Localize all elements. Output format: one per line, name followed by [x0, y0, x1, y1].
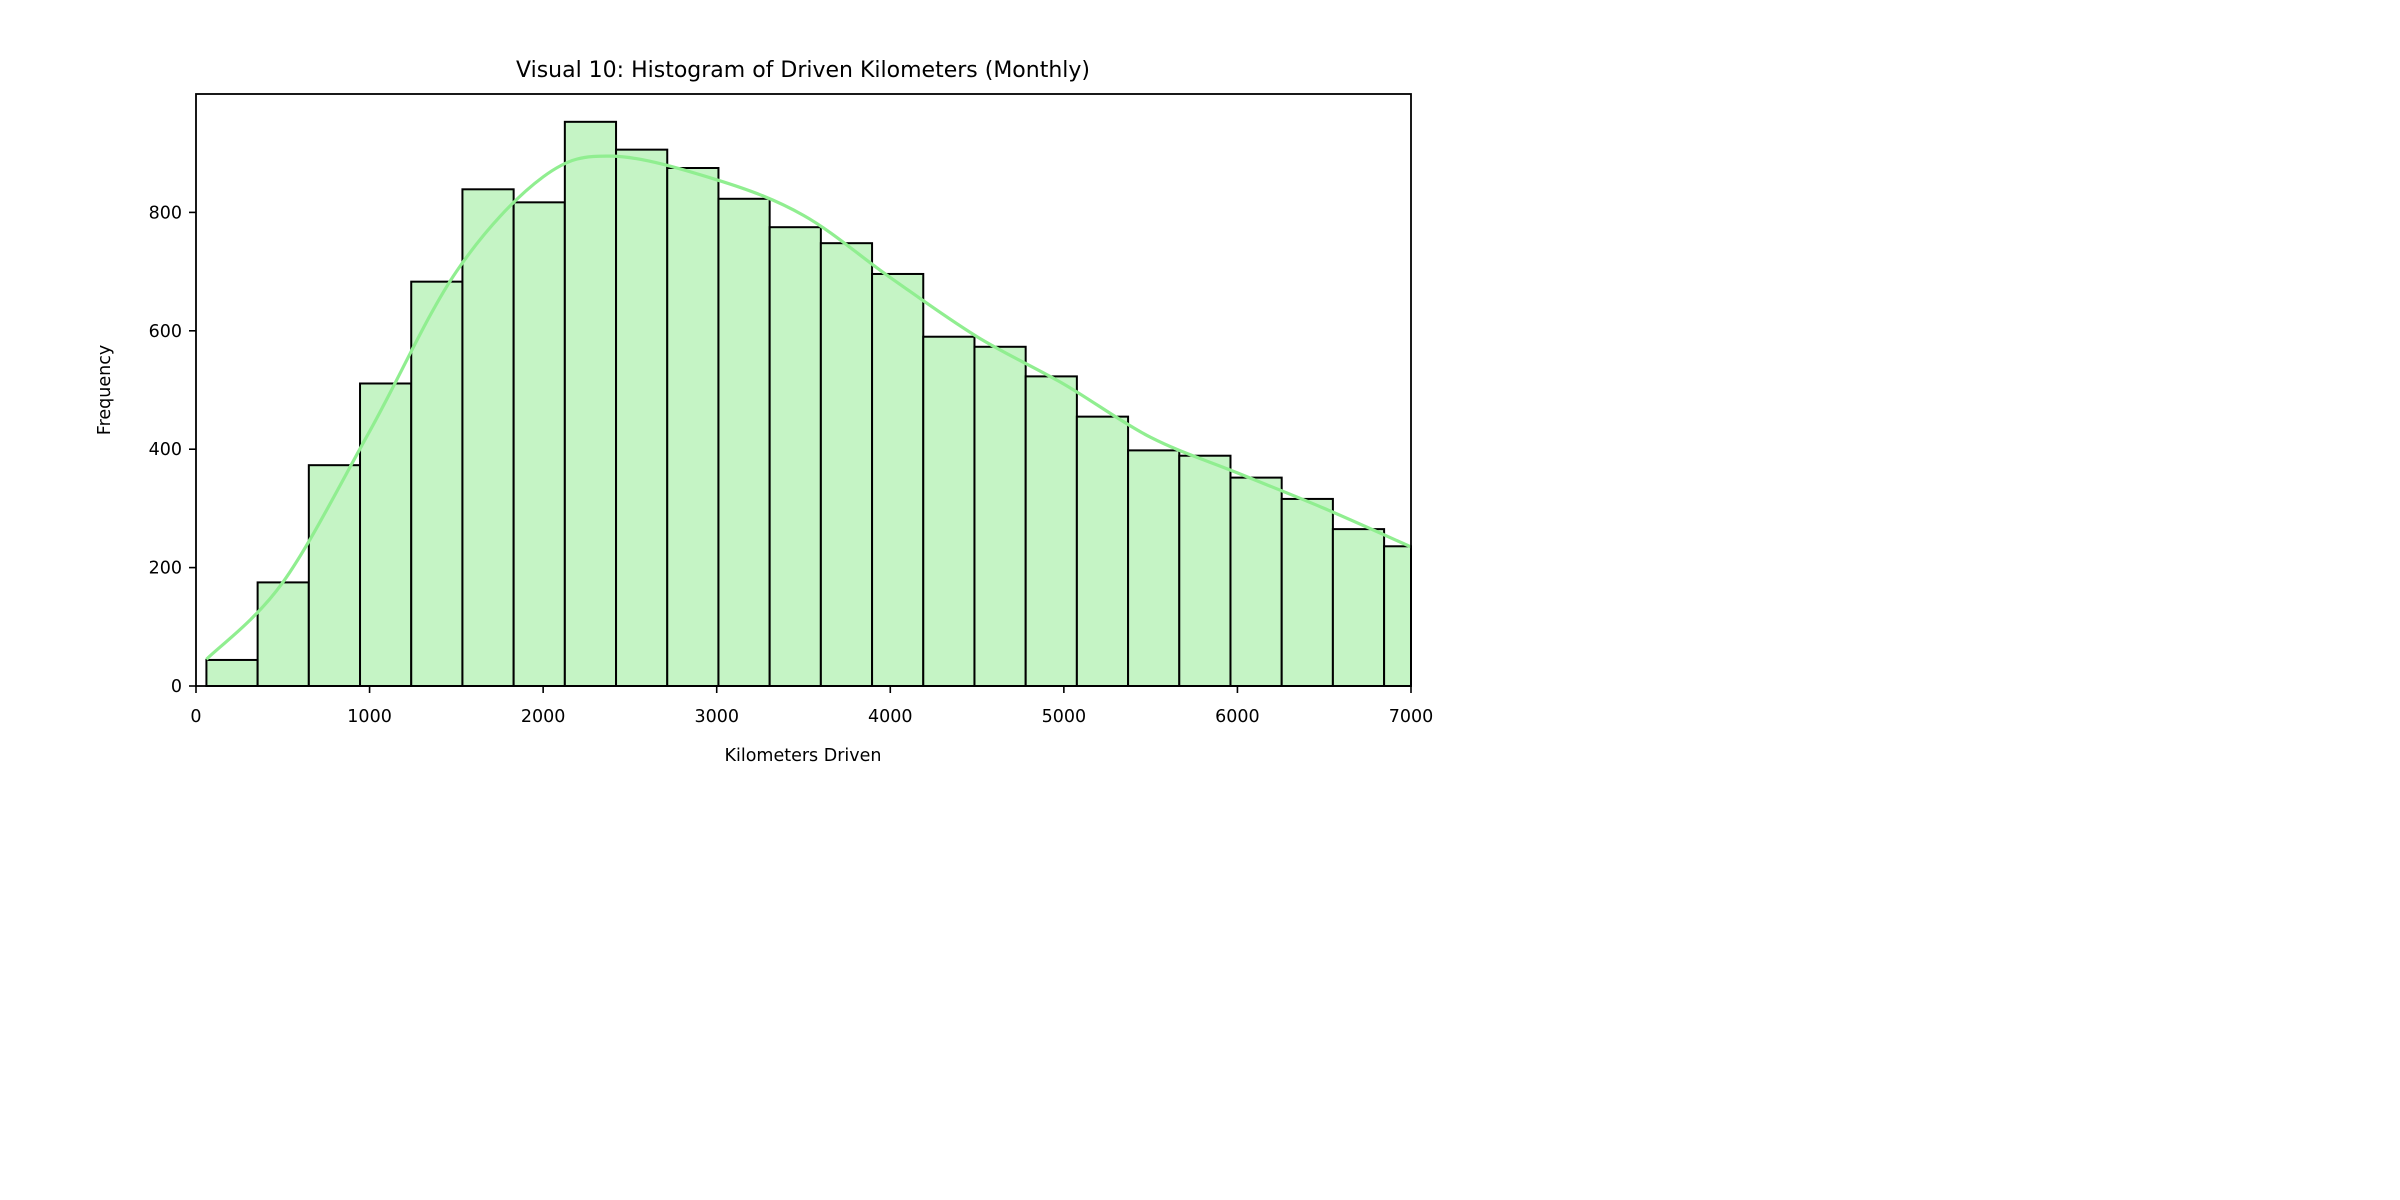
- y-axis-ticks: 0 200 400 600 800: [149, 203, 196, 697]
- y-tick-label: 200: [149, 559, 182, 579]
- x-tick-label: 6000: [1215, 707, 1260, 727]
- plot-frame: [195, 93, 1412, 687]
- histogram-bar: [410, 280, 464, 687]
- x-tick-label: 3000: [694, 707, 739, 727]
- histogram-bar: [1383, 545, 1413, 688]
- histogram-chart: Visual 10: Histogram of Driven Kilometer…: [95, 58, 1433, 766]
- histogram-bar: [666, 167, 720, 687]
- histogram-bar: [922, 335, 976, 687]
- x-tick-label: 7000: [1389, 707, 1434, 727]
- y-tick-label: 800: [149, 203, 182, 223]
- y-tick-label: 0: [171, 677, 182, 697]
- histogram-bar: [1024, 375, 1078, 687]
- x-tick-label: 2000: [521, 707, 566, 727]
- histogram-bar: [359, 382, 413, 687]
- y-tick-label: 600: [149, 322, 182, 342]
- y-axis-label: Frequency: [95, 345, 115, 435]
- x-tick-label: 1000: [347, 707, 392, 727]
- histogram-bar: [1127, 449, 1181, 687]
- histogram-bar: [563, 120, 618, 688]
- histogram-bar: [717, 197, 771, 687]
- y-tick-label: 400: [149, 440, 182, 460]
- chart-title: Visual 10: Histogram of Driven Kilometer…: [516, 58, 1090, 83]
- x-axis-ticks: 0 1000 2000 3000 4000 5000 6000 7000: [190, 686, 1433, 727]
- histogram-bar: [1229, 476, 1283, 687]
- histogram-bar: [205, 658, 259, 688]
- kde-curve: [205, 154, 1412, 661]
- histogram-bar: [1331, 528, 1386, 687]
- histogram-bar: [512, 201, 566, 687]
- histogram-bar: [1280, 497, 1334, 688]
- histogram-bars: [205, 120, 1413, 688]
- histogram-bar: [256, 581, 310, 688]
- histogram-bar: [1178, 454, 1232, 687]
- histogram-bar: [871, 272, 925, 687]
- histogram-bar: [973, 345, 1027, 687]
- x-axis-label: Kilometers Driven: [725, 746, 882, 766]
- histogram-bar: [768, 226, 822, 687]
- histogram-bar: [819, 242, 874, 688]
- histogram-bar: [1075, 415, 1130, 687]
- histogram-bar: [461, 188, 515, 687]
- x-tick-label: 5000: [1042, 707, 1087, 727]
- x-tick-label: 4000: [868, 707, 913, 727]
- x-tick-label: 0: [190, 707, 201, 727]
- histogram-bar: [307, 464, 362, 687]
- histogram-bar: [615, 148, 669, 687]
